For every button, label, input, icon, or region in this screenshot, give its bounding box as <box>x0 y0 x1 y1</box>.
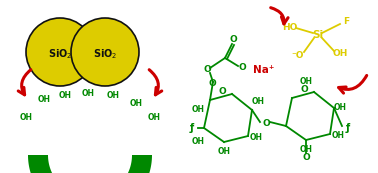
Text: OH: OH <box>192 106 204 115</box>
Text: ƒ: ƒ <box>190 123 194 133</box>
Text: F: F <box>343 16 349 25</box>
Text: OH: OH <box>82 89 94 98</box>
Text: OH: OH <box>59 92 71 101</box>
Text: Na⁺: Na⁺ <box>253 65 275 75</box>
Text: OH: OH <box>249 134 262 143</box>
Text: O: O <box>208 79 216 88</box>
Text: OH: OH <box>192 138 204 147</box>
Text: OH: OH <box>332 48 348 57</box>
Text: OH: OH <box>20 113 33 122</box>
Text: O: O <box>229 35 237 44</box>
Text: SiO$_2$: SiO$_2$ <box>48 47 72 61</box>
Text: O: O <box>302 153 310 162</box>
Text: OH: OH <box>37 95 51 104</box>
Text: OH: OH <box>251 98 265 107</box>
Text: Si: Si <box>313 30 324 40</box>
Text: OH: OH <box>333 103 347 112</box>
Text: O: O <box>203 66 211 75</box>
Circle shape <box>71 18 139 86</box>
Polygon shape <box>28 155 152 173</box>
Text: SiO$_2$: SiO$_2$ <box>93 47 117 61</box>
Circle shape <box>26 18 94 86</box>
Text: ƒ: ƒ <box>346 123 350 133</box>
Text: O: O <box>218 88 226 97</box>
Text: OH: OH <box>107 92 119 101</box>
Text: OH: OH <box>130 98 143 107</box>
Text: O: O <box>238 63 246 72</box>
Text: O: O <box>262 120 270 129</box>
Text: OH: OH <box>332 131 344 140</box>
Text: HO: HO <box>282 22 298 31</box>
Text: ⁻O: ⁻O <box>292 51 304 60</box>
Text: OH: OH <box>217 148 231 157</box>
Text: OH: OH <box>147 113 161 122</box>
Text: O: O <box>300 85 308 94</box>
Text: OH: OH <box>299 78 313 86</box>
Text: OH: OH <box>299 145 313 154</box>
